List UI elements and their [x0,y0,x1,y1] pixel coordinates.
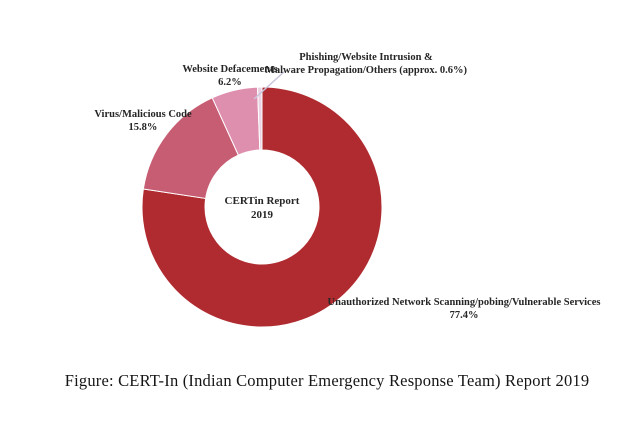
slice-label-value: 15.8% [128,122,158,133]
slice-label-text: Malware Propagation/Others (approx. 0.6%… [264,65,468,76]
center-label-year: 2019 [250,209,273,221]
slice-label-text: Virus/Malicious Code [94,109,192,120]
pie-slice-0 [141,86,383,328]
slice-label-website-defacements: Website Defacements 6.2% [182,63,277,89]
slice-label-phishing: Phishing/Website Intrusion & Malware Pro… [265,51,467,77]
slice-label-text: Phishing/Website Intrusion & [299,52,433,63]
slice-label-virus-malicious-code: Virus/Malicious Code 15.8% [94,108,191,134]
center-label-title: CERTin Report [224,195,300,207]
slice-label-unauthorized-scanning: Unauthorized Network Scanning/pobing/Vul… [328,296,601,322]
pie-slice-3 [256,86,263,151]
slice-label-text: Unauthorized Network Scanning/pobing/Vul… [327,297,601,308]
slice-label-value: 6.2% [218,77,242,88]
figure-caption: Figure: CERT-In (Indian Computer Emergen… [64,371,590,390]
pie-slice-1 [142,97,240,200]
leader-line [253,70,286,100]
slice-label-value: 77.4% [449,310,479,321]
slice-label-text: Website Defacements [182,64,278,75]
donut-center-label: CERTin Report 2019 [225,194,300,222]
